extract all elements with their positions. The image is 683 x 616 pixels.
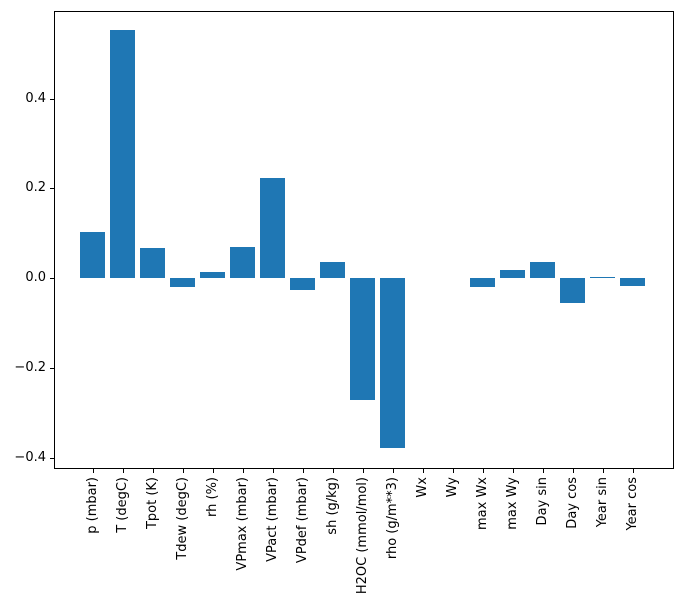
x-tick-label-vpdef-mbar: VPdef (mbar)	[294, 477, 310, 564]
bar-year-cos	[620, 278, 646, 286]
bar-day-sin	[530, 262, 556, 279]
bar-t-degc	[110, 29, 136, 279]
x-tick	[452, 469, 454, 473]
x-tick	[182, 469, 184, 473]
x-tick-label-day-cos: Day cos	[564, 477, 580, 529]
bar-day-cos	[560, 278, 586, 304]
x-tick-label-year-cos: Year cos	[624, 477, 640, 531]
bar-vpdef-mbar	[290, 278, 316, 290]
x-tick	[392, 469, 394, 473]
x-tick-label-vpact-mbar: VPact (mbar)	[264, 477, 280, 562]
bar-vpact-mbar	[260, 178, 286, 279]
x-tick	[242, 469, 244, 473]
x-tick	[272, 469, 274, 473]
x-tick-label-t-degc: T (degC)	[114, 477, 130, 533]
plot-area	[54, 11, 674, 469]
x-tick	[212, 469, 214, 473]
y-tick	[50, 188, 54, 190]
x-tick-label-sh-g-kg: sh (g/kg)	[324, 477, 340, 535]
y-tick-label: 0.0	[25, 270, 46, 286]
bar-sh-g-kg	[320, 262, 346, 279]
bar-rho-g-m-3	[380, 278, 406, 449]
y-tick	[50, 278, 54, 280]
x-tick	[632, 469, 634, 473]
y-tick-label: 0.4	[25, 90, 46, 106]
bar-tdew-degc	[170, 278, 196, 287]
x-tick-label-vpmax-mbar: VPmax (mbar)	[234, 477, 250, 571]
bar-max-wy	[500, 270, 526, 279]
x-tick	[92, 469, 94, 473]
x-tick-label-max-wy: max Wy	[504, 477, 520, 530]
x-tick-label-rho-g-m-3: rho (g/m**3)	[384, 477, 400, 560]
x-tick	[332, 469, 334, 473]
y-tick	[50, 367, 54, 369]
bar-rh	[200, 271, 226, 279]
bar-max-wx	[470, 278, 496, 287]
bar-tpot-k	[140, 248, 166, 279]
x-tick-label-rh: rh (%)	[204, 477, 220, 517]
x-tick-label-p-mbar: p (mbar)	[84, 477, 100, 534]
x-tick-label-wy: Wy	[444, 477, 460, 498]
x-tick-label-h2oc-mmol-mol: H2OC (mmol/mol)	[354, 477, 370, 595]
bar-h2oc-mmol-mol	[350, 278, 376, 401]
y-tick	[50, 98, 54, 100]
x-tick	[542, 469, 544, 473]
y-tick-label: 0.2	[25, 180, 46, 196]
x-tick	[302, 469, 304, 473]
bar-p-mbar	[80, 232, 106, 279]
x-tick	[152, 469, 154, 473]
x-tick	[512, 469, 514, 473]
x-tick	[602, 469, 604, 473]
x-tick	[572, 469, 574, 473]
bar-vpmax-mbar	[230, 246, 256, 279]
x-tick-label-wx: Wx	[414, 477, 430, 498]
x-tick	[362, 469, 364, 473]
bar-year-sin	[590, 276, 616, 279]
x-tick	[122, 469, 124, 473]
x-tick-label-year-sin: Year sin	[594, 477, 610, 528]
x-tick-label-day-sin: Day sin	[534, 477, 550, 526]
x-tick-label-tdew-degc: Tdew (degC)	[174, 477, 190, 560]
x-tick	[422, 469, 424, 473]
y-tick-label: −0.2	[14, 359, 46, 375]
x-tick	[482, 469, 484, 473]
x-tick-label-max-wx: max Wx	[474, 477, 490, 531]
x-tick-label-tpot-k: Tpot (K)	[144, 477, 160, 530]
y-tick	[50, 457, 54, 459]
y-tick-label: −0.4	[14, 449, 46, 465]
